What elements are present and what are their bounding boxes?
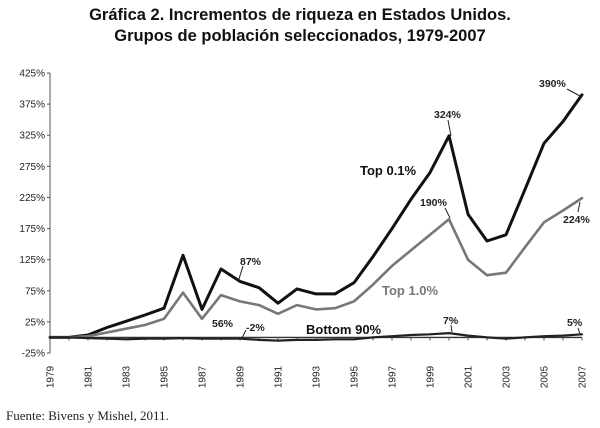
arrow-324	[447, 119, 452, 137]
chart-title-line-1: Gráfica 2. Incrementos de riqueza en Est…	[89, 6, 511, 24]
arrow-190	[444, 207, 451, 219]
y-tick-label: 225%	[19, 193, 45, 204]
x-tick-label: 1997	[388, 365, 399, 388]
annotation-224: 224%	[563, 214, 591, 226]
annotation-56: 56%	[212, 318, 234, 330]
annotation-5: 5%	[567, 317, 583, 329]
source-note: Fuente: Bivens y Mishel, 2011.	[6, 408, 169, 423]
annotation-390: 390%	[539, 78, 567, 90]
x-tick-label: 1999	[426, 365, 437, 388]
chart-title-line-2: Grupos de población seleccionados, 1979-…	[114, 27, 486, 45]
x-tick-label: 2005	[540, 365, 551, 388]
arrow-87	[237, 265, 244, 283]
series-label-bottom-90: Bottom 90%	[306, 322, 382, 337]
arrow-5	[577, 327, 581, 335]
y-tick-label: 375%	[19, 100, 45, 111]
annotation-190: 190%	[420, 197, 448, 209]
y-tick-label: 425%	[19, 69, 45, 80]
y-tick-label: 125%	[19, 255, 45, 266]
x-tick-label: 2003	[502, 365, 513, 388]
x-tick-label: 1995	[350, 365, 361, 388]
y-tick-label: 175%	[19, 224, 45, 235]
x-tick-label: 1989	[236, 365, 247, 388]
x-tick-label: 2001	[464, 365, 475, 388]
y-tick-label: 25%	[25, 317, 45, 328]
x-tick-label: 1985	[160, 365, 171, 388]
annotation-minus-2: -2%	[246, 322, 265, 334]
arrow-224	[577, 201, 581, 213]
series-line-top-1-0	[48, 196, 584, 339]
arrow-minus-2	[241, 329, 247, 339]
x-tick-label: 1983	[122, 365, 133, 388]
y-tick-label: 325%	[19, 131, 45, 142]
x-tick-label: 1979	[46, 365, 57, 388]
series-line-top-0-1	[48, 93, 584, 339]
series-label-top-0-1: Top 0.1%	[360, 163, 417, 178]
x-tick-label: 1981	[84, 365, 95, 388]
x-tick-label: 1987	[198, 365, 209, 388]
y-tick-label: 275%	[19, 162, 45, 173]
y-tick-label: 75%	[25, 286, 45, 297]
wealth-growth-line-chart: -25% 25% 75% 125% 175% 225% 275% 325% 375% 425% 19…	[19, 69, 591, 389]
arrow-7	[450, 324, 453, 333]
arrow-390	[566, 88, 581, 97]
series-line-bottom-90	[48, 332, 584, 342]
series-label-top-1-0: Top 1.0%	[382, 283, 439, 298]
x-tick-label: 2007	[578, 365, 589, 388]
y-tick-label: -25%	[22, 349, 45, 360]
annotation-7: 7%	[443, 315, 459, 327]
annotation-87: 87%	[240, 256, 262, 268]
x-tick-label: 1991	[274, 365, 285, 388]
annotation-324: 324%	[434, 109, 462, 121]
x-tick-label: 1993	[312, 365, 323, 388]
